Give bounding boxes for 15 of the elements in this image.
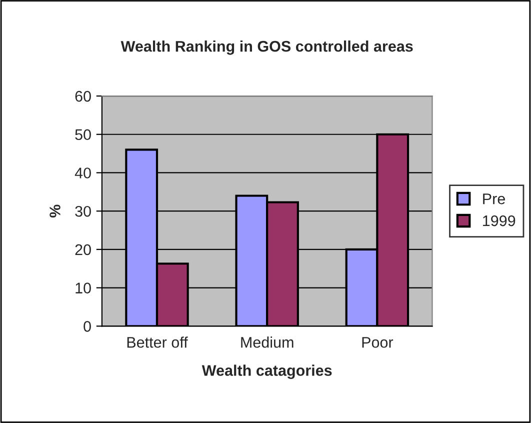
y-tick-label: 40 bbox=[74, 168, 91, 178]
y-tick-label: 60 bbox=[75, 90, 91, 102]
x-tick-label: Medium bbox=[241, 336, 294, 348]
x-axis-title: Wealth catagories bbox=[202, 364, 332, 379]
x-tick-label: Better off bbox=[127, 336, 188, 348]
x-tick-label: Poor bbox=[362, 337, 394, 348]
y-tick-label: 10 bbox=[76, 282, 91, 294]
legend-label: Pre bbox=[483, 194, 505, 204]
y-tick-label: 20 bbox=[75, 244, 91, 256]
legend-label: 1999 bbox=[483, 215, 516, 226]
y-axis-title: % bbox=[50, 204, 60, 218]
chart-title: Wealth Ranking in GOS controlled areas bbox=[120, 40, 413, 55]
y-tick-label: 30 bbox=[75, 206, 91, 217]
y-tick-label: 0 bbox=[84, 321, 91, 332]
y-tick-label: 50 bbox=[75, 129, 91, 140]
